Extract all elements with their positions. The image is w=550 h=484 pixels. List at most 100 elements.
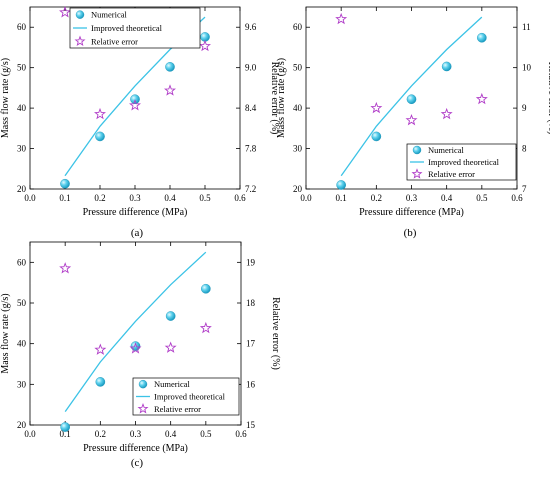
x-tick-label: 0.1 bbox=[60, 429, 71, 439]
x-tick-label: 0.5 bbox=[199, 193, 211, 203]
legend-entry: Numerical bbox=[91, 10, 128, 20]
y-axis-title: Mass flow rate (g/s) bbox=[276, 58, 287, 138]
relative-error-star bbox=[475, 92, 488, 105]
relative-error-star bbox=[440, 107, 453, 120]
chart-panel: 0.0 0.1 0.2 0.3 0.4 0.5 0.6 20 30 40 50 60 7 8 9 10 11 Pr… bbox=[276, 6, 550, 239]
y-tick-label: 40 bbox=[293, 103, 303, 113]
legend-error-swatch bbox=[411, 168, 423, 179]
x-tick-label: 0.4 bbox=[165, 429, 177, 439]
relative-error-star bbox=[59, 262, 72, 274]
x-tick-label: 0.4 bbox=[441, 193, 453, 203]
legend-numerical-swatch bbox=[75, 10, 85, 19]
theoretical-line bbox=[340, 16, 483, 177]
x-tick-label: 0.1 bbox=[59, 193, 70, 203]
x-axis-title: Pressure difference (MPa) bbox=[359, 207, 464, 218]
panel-label: (b) bbox=[404, 227, 417, 239]
x-axis-title: Pressure difference (MPa) bbox=[83, 443, 188, 454]
y-tick-label: 50 bbox=[293, 63, 303, 73]
y-tick-label: 60 bbox=[17, 257, 27, 267]
y-right-tick-label: 17 bbox=[246, 339, 256, 349]
y-tick-label: 30 bbox=[17, 144, 27, 154]
relative-error-star bbox=[129, 342, 142, 354]
y-right-tick-label: 9 bbox=[522, 103, 527, 113]
y-tick-label: 20 bbox=[293, 184, 303, 194]
y-tick-label: 30 bbox=[17, 379, 27, 389]
legend-error-swatch bbox=[74, 35, 86, 47]
x-tick-label: 0.2 bbox=[95, 429, 106, 439]
relative-error-star bbox=[164, 84, 176, 96]
x-tick-label: 0.2 bbox=[94, 193, 105, 203]
y-axis-title: Mass flow rate (g/s) bbox=[0, 293, 11, 373]
y-right-tick-label: 19 bbox=[246, 257, 256, 267]
legend-entry: Numerical bbox=[154, 379, 191, 389]
y-right-tick-label: 10 bbox=[522, 63, 532, 73]
x-tick-label: 0.6 bbox=[235, 429, 247, 439]
y-right-tick-label: 7.2 bbox=[245, 184, 256, 194]
numerical-point bbox=[336, 180, 346, 190]
relative-error-star bbox=[129, 99, 141, 111]
theoretical-line bbox=[64, 251, 207, 412]
y-right-tick-label: 9.0 bbox=[245, 63, 257, 73]
y-tick-label: 50 bbox=[17, 298, 27, 308]
relative-error-star bbox=[59, 6, 71, 18]
panel-label: (a) bbox=[131, 227, 144, 239]
legend-box bbox=[406, 143, 517, 181]
y-right-tick-label: 8 bbox=[522, 144, 527, 154]
x-tick-label: 0.0 bbox=[300, 193, 312, 203]
relative-error-star bbox=[164, 341, 177, 353]
y-right-axis-title: Relative error (%) bbox=[270, 297, 281, 370]
panel-label: (c) bbox=[131, 457, 144, 469]
numerical-point bbox=[165, 62, 175, 72]
numerical-point bbox=[201, 283, 211, 294]
x-tick-label: 0.1 bbox=[336, 193, 347, 203]
numerical-point bbox=[406, 94, 417, 105]
x-tick-label: 0.0 bbox=[24, 193, 36, 203]
relative-error-star bbox=[199, 39, 211, 52]
numerical-point bbox=[60, 178, 70, 189]
x-tick-label: 0.3 bbox=[130, 429, 142, 439]
numerical-point bbox=[441, 61, 452, 72]
x-tick-label: 0.4 bbox=[164, 193, 176, 203]
relative-error-star bbox=[370, 101, 383, 114]
y-tick-label: 40 bbox=[17, 103, 27, 113]
y-tick-label: 30 bbox=[293, 144, 303, 154]
x-tick-label: 0.6 bbox=[234, 193, 246, 203]
y-right-tick-label: 7 bbox=[522, 184, 527, 194]
y-tick-label: 60 bbox=[17, 22, 27, 32]
legend-entry: Numerical bbox=[428, 145, 465, 155]
numerical-point bbox=[95, 377, 106, 387]
y-right-axis-title: Relative error (%) bbox=[269, 62, 280, 135]
x-tick-label: 0.5 bbox=[476, 193, 488, 203]
x-axis-title: Pressure difference (MPa) bbox=[83, 207, 188, 218]
legend-entry: Improved theoretical bbox=[154, 392, 226, 402]
numerical-point bbox=[477, 32, 487, 43]
y-tick-label: 50 bbox=[17, 63, 27, 73]
x-tick-label: 0.0 bbox=[24, 429, 36, 439]
y-tick-label: 60 bbox=[293, 22, 303, 32]
relative-error-star bbox=[199, 321, 212, 334]
x-tick-label: 0.5 bbox=[200, 429, 212, 439]
chart-panel: 0.0 0.1 0.2 0.3 0.4 0.5 0.6 20 30 40 50 60 7.2 7.8 8.4… bbox=[0, 6, 280, 239]
chart-panel: 0.0 0.1 0.2 0.3 0.4 0.5 0.6 20 30 40 50 60 15 16 17 18 1… bbox=[0, 241, 281, 469]
y-right-tick-label: 9.6 bbox=[245, 22, 257, 32]
legend-box bbox=[132, 377, 240, 416]
y-right-tick-label: 8.4 bbox=[245, 103, 257, 113]
y-tick-label: 40 bbox=[17, 339, 27, 349]
y-right-tick-label: 18 bbox=[246, 298, 256, 308]
legend-box bbox=[69, 7, 201, 49]
legend-numerical-swatch bbox=[412, 145, 422, 155]
y-right-axis-title: Relative error (%) bbox=[546, 62, 550, 135]
numerical-point bbox=[371, 131, 382, 142]
y-tick-label: 20 bbox=[17, 420, 27, 430]
legend-numerical-swatch bbox=[138, 379, 148, 389]
x-tick-label: 0.3 bbox=[129, 193, 141, 203]
legend-entry: Relative error bbox=[154, 404, 201, 414]
numerical-point bbox=[60, 422, 70, 432]
numerical-point bbox=[165, 311, 176, 321]
relative-error-star bbox=[335, 12, 348, 25]
relative-error-star bbox=[94, 107, 106, 120]
y-right-tick-label: 7.8 bbox=[245, 144, 257, 154]
legend-entry: Improved theoretical bbox=[91, 23, 163, 33]
y-right-tick-label: 15 bbox=[246, 420, 256, 430]
x-tick-label: 0.3 bbox=[406, 193, 418, 203]
